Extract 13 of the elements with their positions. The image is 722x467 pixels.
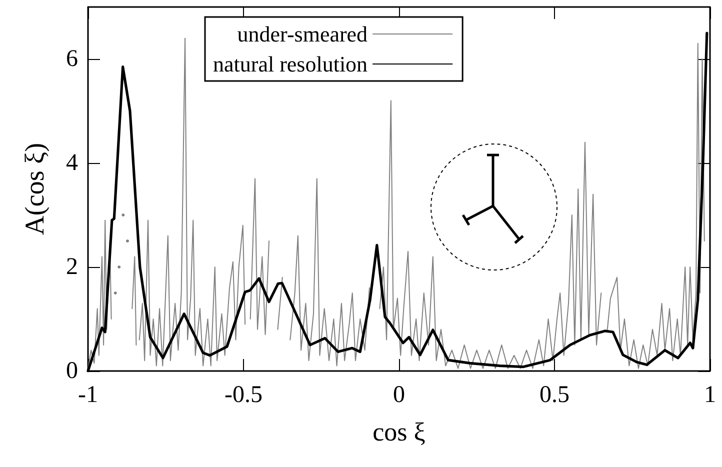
x-tick-label: -1 bbox=[78, 382, 98, 408]
legend-label: natural resolution bbox=[212, 52, 368, 76]
legend-label: under-smeared bbox=[237, 22, 368, 46]
x-axis-title: cos ξ bbox=[372, 418, 426, 446]
x-tick-label: 1 bbox=[704, 382, 716, 408]
x-tick-label: -0.5 bbox=[224, 382, 262, 408]
y-axis-title: A(cos ξ) bbox=[20, 142, 50, 236]
x-tick-label: 0 bbox=[393, 382, 405, 408]
x-tick-label: 0.5 bbox=[540, 382, 570, 408]
y-tick-label: 4 bbox=[66, 150, 78, 176]
y-tick-label: 6 bbox=[66, 46, 78, 72]
y-tick-label: 0 bbox=[66, 358, 78, 384]
y-tick-label: 2 bbox=[66, 254, 78, 280]
